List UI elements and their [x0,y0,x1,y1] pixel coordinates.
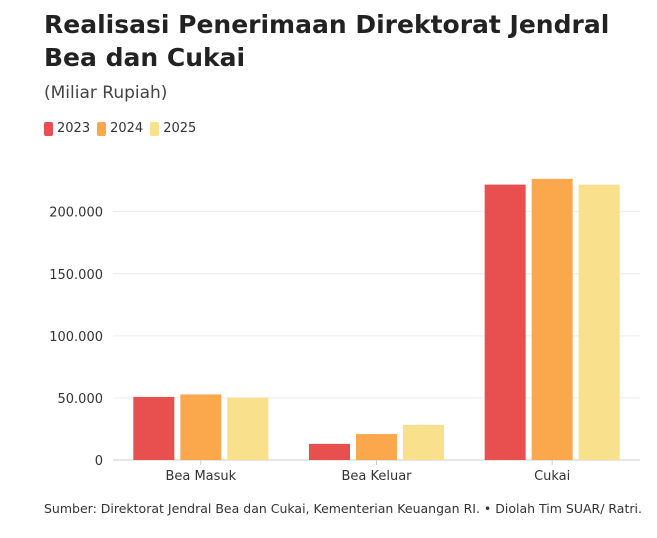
source-note: Sumber: Direktorat Jendral Bea dan Cukai… [44,501,642,516]
y-tick-label: 200.000 [49,206,103,221]
y-tick-label: 100.000 [49,330,103,345]
bar-2024-bea-keluar [356,434,397,460]
legend-label-2024: 2024 [110,121,144,136]
bar-2025-bea-keluar [403,424,444,460]
chart-subtitle: (Miliar Rupiah) [44,83,168,103]
legend-swatch-2023 [44,121,53,136]
x-tick-label: Cukai [534,469,570,484]
bar-2024-bea-masuk [180,394,222,460]
legend-item-2025: 2025 [150,121,196,136]
legend-swatch-2024 [97,121,107,136]
bar-2025-cukai [578,184,620,460]
legend-label-2025: 2025 [163,121,197,136]
y-tick-label: 50.000 [58,392,104,407]
bar-2023-bea-keluar [309,443,350,460]
y-tick-label: 150.000 [49,268,103,283]
legend: 2023 2024 2025 [44,121,196,136]
bar-2023-bea-masuk [133,396,175,460]
x-tick-label: Bea Keluar [341,469,412,484]
y-tick-label: 0 [95,454,103,469]
x-tick-label: Bea Masuk [165,469,236,484]
legend-swatch-2025 [150,121,160,136]
bar-2023-cukai [484,184,526,460]
legend-label-2023: 2023 [57,121,91,136]
legend-item-2024: 2024 [97,121,143,136]
bar-chart: 0 50.000 100.000 150.000 200.000 Bea Masuk Bea… [49,178,640,484]
bar-2024-cukai [531,178,573,461]
bar-2025-bea-masuk [227,397,269,460]
chart-title: Realisasi Penerimaan Direktorat Jendral … [44,10,610,72]
legend-item-2023: 2023 [44,121,90,136]
